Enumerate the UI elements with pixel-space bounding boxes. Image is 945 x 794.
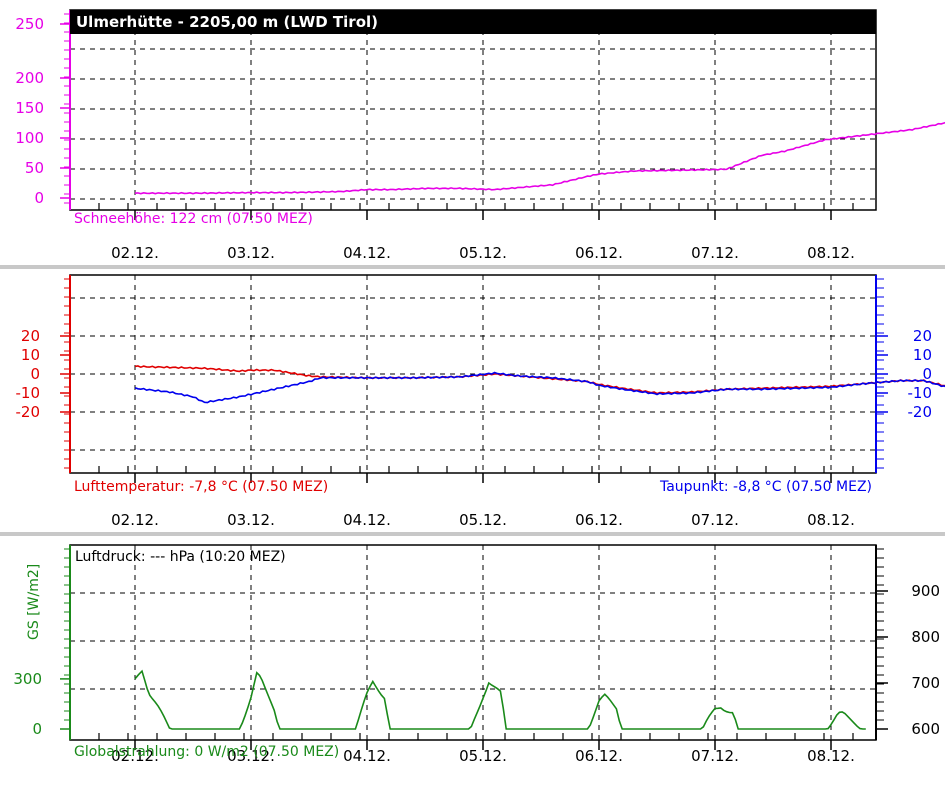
y-tick-label: 10 bbox=[21, 346, 40, 364]
y2-tick-label: 600 bbox=[911, 720, 940, 738]
y2-tick-label: -20 bbox=[908, 403, 933, 421]
title-bar bbox=[70, 10, 876, 34]
series-label-radiation: Globalstrahlung: 0 W/m2 (07.50 MEZ) bbox=[74, 744, 339, 760]
x-tick-label: 07.12. bbox=[691, 244, 739, 262]
y-tick-label: 150 bbox=[15, 99, 44, 117]
x-tick-label: 04.12. bbox=[343, 244, 391, 262]
plot-frame bbox=[69, 544, 877, 741]
x-tick-label: 05.12. bbox=[459, 511, 507, 529]
y-axis-label: GS [W/m2] bbox=[26, 564, 42, 640]
y-tick-label: 50 bbox=[25, 159, 44, 177]
y-tick-label: 0 bbox=[30, 365, 40, 383]
x-tick-label: 06.12. bbox=[575, 747, 623, 765]
series-label-temp: Lufttemperatur: -7,8 °C (07.50 MEZ) bbox=[74, 479, 328, 495]
plot-frame bbox=[69, 9, 877, 211]
y-tick-label: 250 bbox=[15, 15, 44, 33]
x-tick-label: 03.12. bbox=[227, 511, 275, 529]
panel-3 bbox=[64, 544, 884, 750]
series-label-pressure: Luftdruck: --- hPa (10:20 MEZ) bbox=[75, 549, 286, 565]
series-line-globalstrahlung bbox=[134, 669, 866, 730]
x-tick-label: 03.12. bbox=[227, 747, 275, 765]
y2-tick-label: 700 bbox=[911, 674, 940, 692]
series-label-dew: Taupunkt: -8,8 °C (07.50 MEZ) bbox=[659, 479, 872, 495]
y-tick-label: 100 bbox=[15, 129, 44, 147]
x-tick-label: 07.12. bbox=[691, 511, 739, 529]
y-tick-label: 200 bbox=[15, 69, 44, 87]
y-tick-label: -20 bbox=[16, 403, 41, 421]
y-tick-label: 20 bbox=[21, 327, 40, 345]
y2-tick-label: 0 bbox=[922, 365, 932, 383]
x-tick-label: 08.12. bbox=[807, 244, 855, 262]
y-tick-label: 0 bbox=[34, 189, 44, 207]
series-label-snow: Schneehöhe: 122 cm (07:50 MEZ) bbox=[74, 211, 313, 227]
y-tick-label: 0 bbox=[32, 720, 42, 738]
y2-tick-label: 10 bbox=[913, 346, 932, 364]
panel-separator bbox=[0, 532, 945, 536]
x-tick-label: 02.12. bbox=[111, 511, 159, 529]
y-tick-label: -10 bbox=[16, 384, 41, 402]
panel-separator bbox=[0, 265, 945, 269]
x-tick-label: 08.12. bbox=[807, 747, 855, 765]
x-tick-label: 02.12. bbox=[111, 244, 159, 262]
y2-tick-label: 800 bbox=[911, 628, 940, 646]
y2-tick-label: 20 bbox=[913, 327, 932, 345]
panel-2 bbox=[64, 274, 884, 483]
x-tick-label: 05.12. bbox=[459, 747, 507, 765]
x-tick-label: 08.12. bbox=[807, 511, 855, 529]
y2-tick-label: 900 bbox=[911, 582, 940, 600]
chart-title: Ulmerhütte - 2205,00 m (LWD Tirol) bbox=[76, 13, 378, 31]
series-line-taupunkt bbox=[134, 371, 945, 404]
y-tick-label: 300 bbox=[13, 670, 42, 688]
x-tick-label: 05.12. bbox=[459, 244, 507, 262]
x-tick-label: 06.12. bbox=[575, 511, 623, 529]
x-tick-label: 04.12. bbox=[343, 747, 391, 765]
y2-tick-label: -10 bbox=[908, 384, 933, 402]
x-tick-label: 07.12. bbox=[691, 747, 739, 765]
x-tick-label: 04.12. bbox=[343, 511, 391, 529]
x-tick-label: 02.12. bbox=[111, 747, 159, 765]
x-tick-label: 03.12. bbox=[227, 244, 275, 262]
x-tick-label: 06.12. bbox=[575, 244, 623, 262]
series-line-lufttemperatur bbox=[134, 365, 945, 395]
series-line-schneehöhe bbox=[134, 121, 945, 195]
